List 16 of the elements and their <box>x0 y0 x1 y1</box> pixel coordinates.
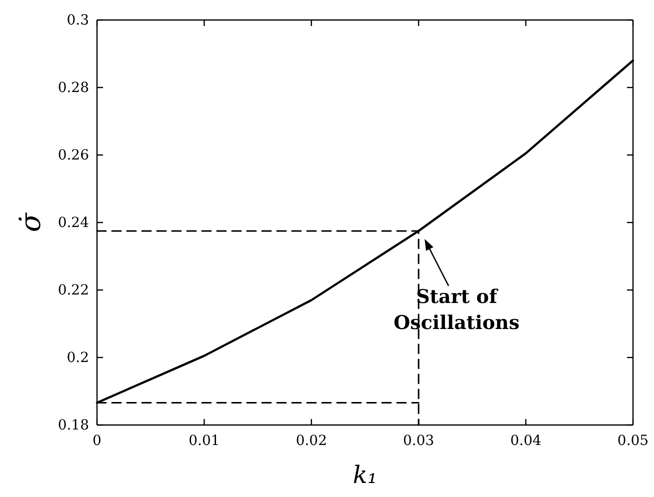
y-tick-label: 0.18 <box>58 417 89 434</box>
x-tick-label: 0 <box>92 432 102 449</box>
y-tick-label: 0.26 <box>58 147 90 164</box>
annotation: Start of Oscillations <box>394 286 520 334</box>
x-tick-label: 0.01 <box>188 432 220 449</box>
x-tick-label: 0.03 <box>403 432 434 449</box>
y-tick-label: 0.3 <box>66 12 89 28</box>
y-axis-title: σ̇ <box>14 212 47 232</box>
x-tick-label: 0.05 <box>617 432 649 449</box>
y-tick-label: 0.22 <box>58 282 89 298</box>
y-tick-label: 0.24 <box>58 214 90 231</box>
x-tick-label: 0.02 <box>296 432 327 449</box>
y-tick-label: 0.2 <box>66 350 89 366</box>
x-tick-label: 0.04 <box>510 432 542 449</box>
x-axis-title: k₁ <box>352 461 378 489</box>
y-tick-label: 0.28 <box>58 80 89 96</box>
